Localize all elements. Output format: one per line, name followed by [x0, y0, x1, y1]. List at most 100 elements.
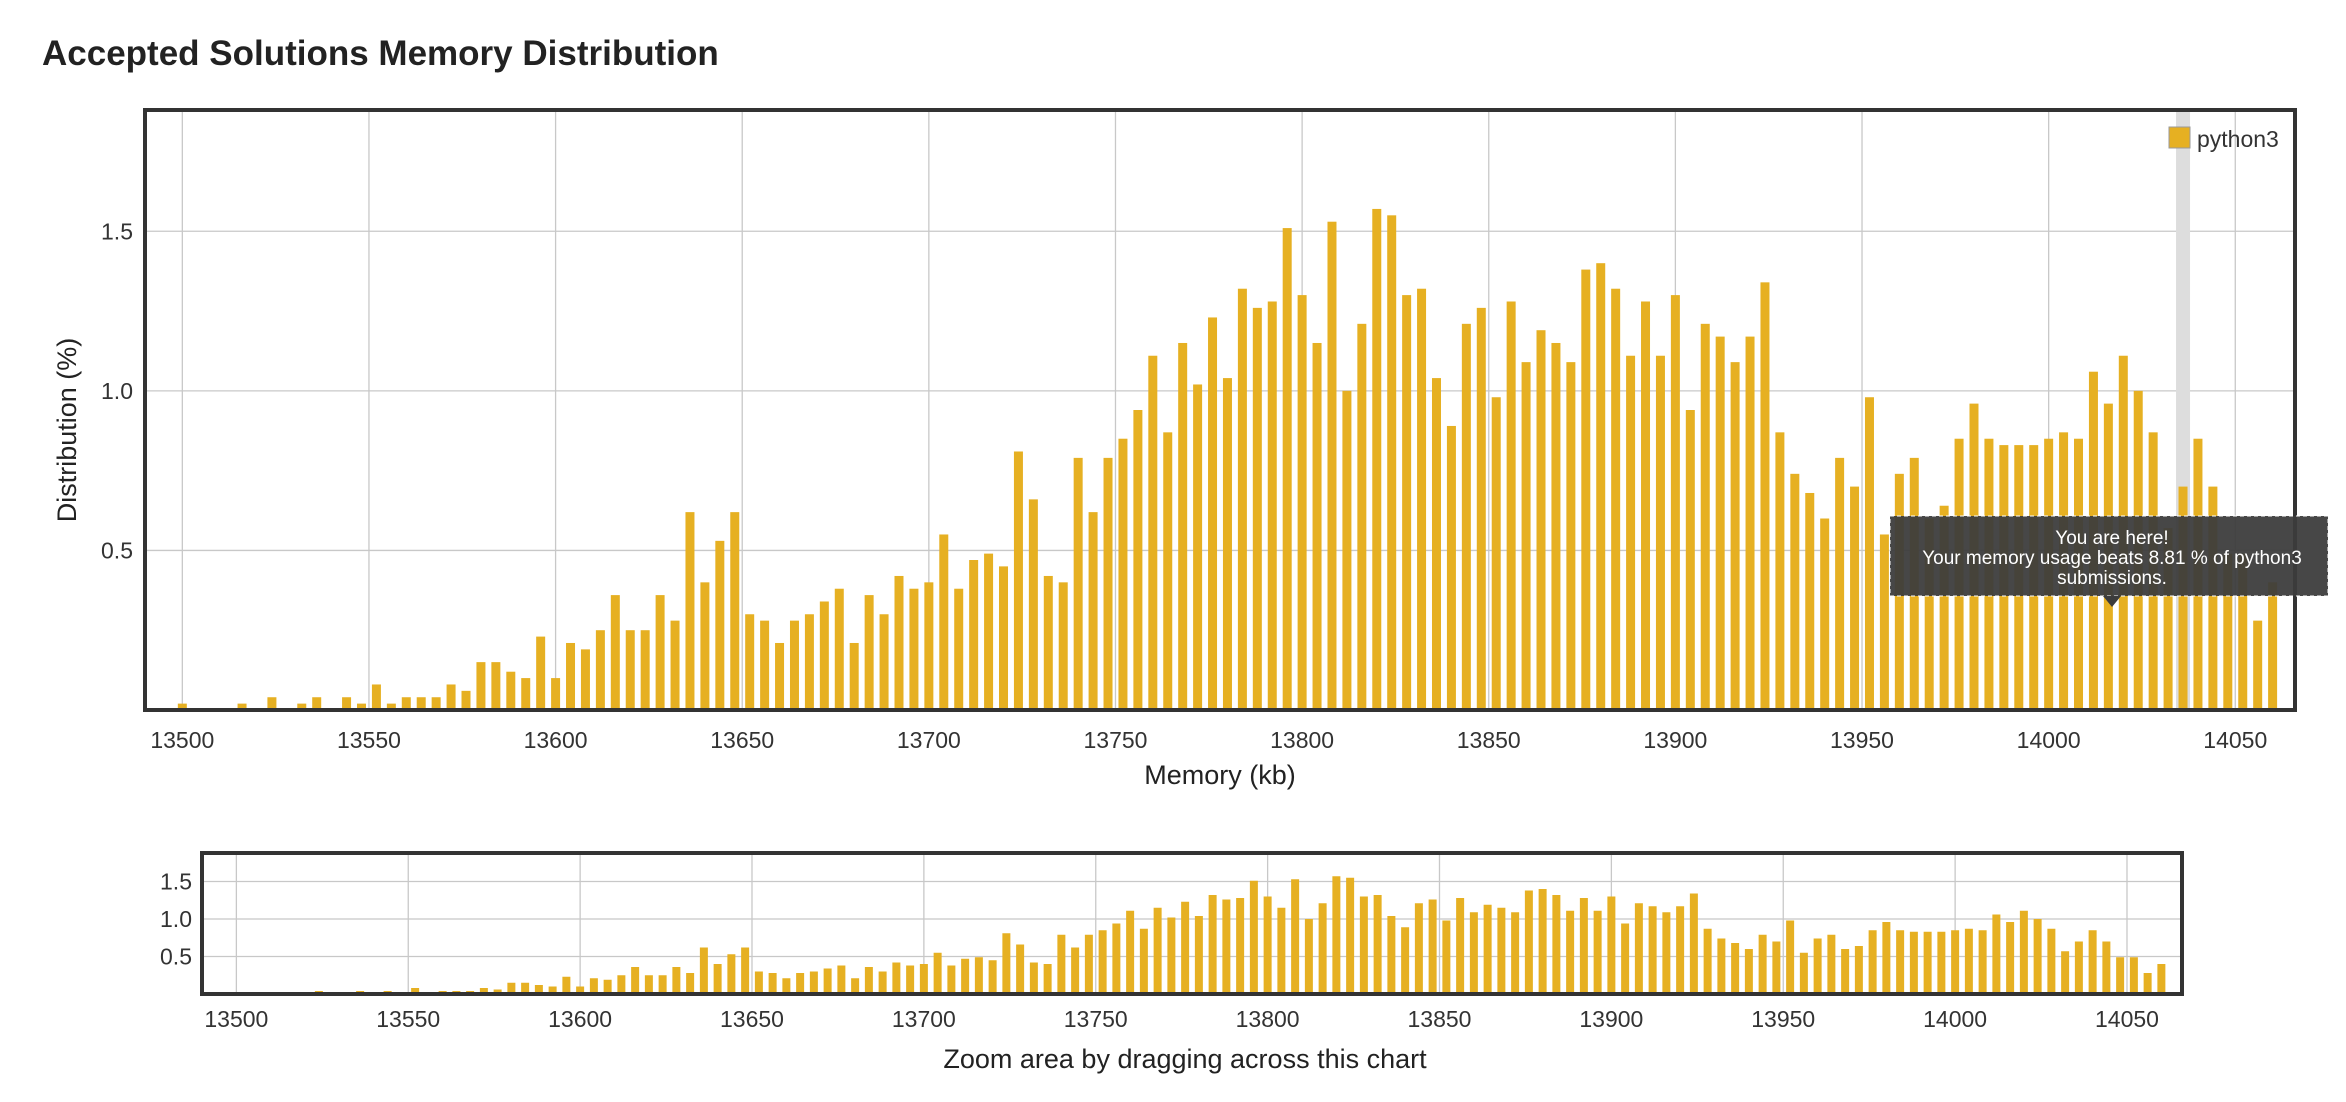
navigator-bar	[1318, 903, 1327, 994]
navigator-bar	[2157, 964, 2166, 994]
main-bar	[1357, 323, 1367, 710]
navigator-bar	[1882, 922, 1891, 994]
navigator-bar	[1483, 904, 1492, 994]
navigator-bar	[1236, 898, 1245, 994]
main-bar	[1805, 492, 1815, 710]
main-bar	[1820, 518, 1830, 710]
navigator-bars	[232, 876, 2166, 994]
navigator-frame[interactable]	[200, 851, 2184, 996]
navigator-bar	[1951, 930, 1960, 994]
main-bar	[819, 601, 829, 710]
navigator-bar	[1923, 931, 1932, 994]
navigator-bar	[1621, 923, 1630, 994]
navigator-bar	[947, 965, 956, 994]
navigator-bar	[1689, 893, 1698, 994]
main-x-tick-label: 14000	[2017, 727, 2081, 753]
tooltip-line-2: Your memory usage beats 8.81 % of python…	[1922, 548, 2302, 569]
main-bar	[1073, 457, 1083, 710]
main-bar	[849, 642, 859, 710]
navigator-bar	[1813, 938, 1822, 994]
main-bar	[1461, 323, 1471, 710]
legend[interactable]: python3	[2168, 126, 2279, 152]
main-bar	[551, 678, 561, 710]
navigator-x-tick-label: 13850	[1408, 1006, 1472, 1032]
navigator-bar	[1676, 906, 1685, 994]
main-bar	[1402, 295, 1412, 710]
main-bar	[1043, 575, 1053, 710]
main-bar	[909, 588, 919, 710]
navigator-bar	[479, 988, 488, 994]
navigator-bar	[1016, 944, 1025, 994]
navigator-bar	[782, 978, 791, 994]
main-bar	[1222, 378, 1232, 710]
navigator-y-tick-label: 1.5	[160, 869, 192, 895]
main-bar	[431, 697, 441, 710]
main-bar	[954, 588, 964, 710]
main-x-tick-label: 13750	[1084, 727, 1148, 753]
navigator-y-tick-labels: 0.5 1.0 1.5	[160, 869, 192, 970]
navigator-bar	[1387, 916, 1396, 994]
main-bar	[401, 697, 411, 710]
main-bar	[1342, 390, 1352, 710]
main-bar	[1148, 355, 1158, 710]
main-bar	[386, 703, 396, 710]
main-bar	[640, 630, 650, 710]
main-bar	[610, 595, 620, 710]
main-bar	[1088, 512, 1098, 710]
legend-label: python3	[2197, 126, 2279, 152]
navigator-bar	[1112, 923, 1121, 994]
main-bar	[1103, 457, 1113, 710]
main-x-tick-label: 13600	[524, 727, 588, 753]
navigator-bar	[1208, 895, 1217, 994]
navigator-bar	[1167, 917, 1176, 994]
main-bar	[1581, 269, 1591, 710]
navigator-bar	[617, 975, 626, 994]
navigator-bar	[713, 964, 722, 994]
main-bar	[1536, 330, 1546, 710]
navigator-bar	[1579, 898, 1588, 994]
main-bar	[999, 566, 1009, 710]
navigator-bar	[851, 978, 860, 994]
navigator-bar	[754, 971, 763, 994]
navigator-bar	[493, 989, 502, 994]
main-bar	[342, 697, 352, 710]
navigator-bar	[1992, 914, 2001, 994]
navigator-bar	[672, 967, 681, 994]
main-bar	[1431, 378, 1441, 710]
main-bar	[595, 630, 605, 710]
navigator-x-tick-label: 13800	[1236, 1006, 1300, 1032]
main-bar	[939, 534, 949, 710]
navigator-bar	[548, 986, 557, 994]
navigator-bar	[1084, 934, 1093, 994]
main-x-tick-labels: 13500 13550 13600 13650 13700 13750 13800 13850…	[150, 727, 2267, 753]
navigator-bar	[1868, 930, 1877, 994]
main-bar	[371, 684, 381, 710]
main-bar	[1715, 336, 1725, 710]
y-axis-label: Distribution (%)	[52, 338, 82, 523]
main-bar	[924, 582, 934, 710]
main-bar	[267, 697, 277, 710]
tooltip: You are here! Your memory usage beats 8.…	[1889, 515, 2329, 607]
navigator-bar	[589, 978, 598, 994]
navigator-bar	[2116, 957, 2125, 994]
main-bar	[506, 671, 516, 710]
main-bar	[864, 595, 874, 710]
navigator-bar	[1043, 964, 1052, 994]
main-y-tick-label: 0.5	[101, 537, 133, 563]
navigator-bar	[892, 962, 901, 994]
navigator-bar	[686, 973, 695, 994]
navigator-bar	[631, 967, 640, 994]
main-bar	[1491, 397, 1501, 710]
navigator-bar	[534, 985, 543, 994]
navigator-bar	[1126, 910, 1135, 994]
main-bar	[804, 614, 814, 710]
main-bar	[1013, 451, 1023, 710]
main-bar	[1924, 518, 1934, 710]
navigator-bar	[1964, 928, 1973, 994]
navigator-bar	[1978, 930, 1987, 994]
navigator-bar	[933, 952, 942, 994]
navigator-bar	[644, 975, 653, 994]
main-bar	[1850, 486, 1860, 710]
navigator-bar	[1428, 899, 1437, 994]
